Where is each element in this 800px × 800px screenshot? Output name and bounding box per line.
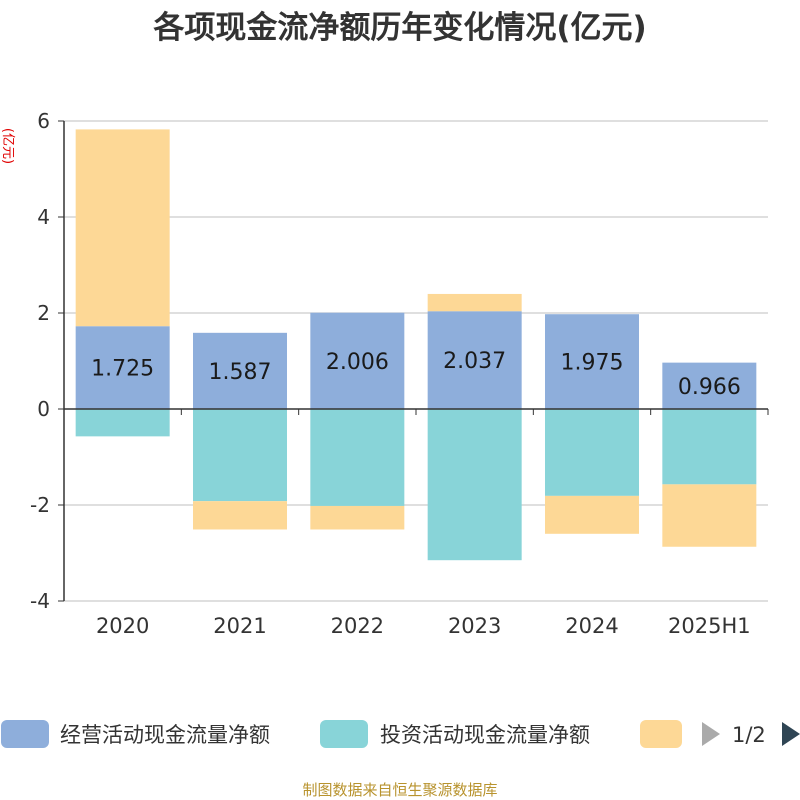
x-tick-label: 2025H1 [668, 614, 751, 638]
axes-group [63, 121, 769, 601]
bar-segment-series-0[interactable] [545, 314, 639, 409]
data-labels: 1.725 1.587 2.006 2.037 1.975 0.966 [91, 349, 741, 400]
bar-segment-series-2[interactable] [310, 505, 405, 530]
legend-page-indicator: 1/2 [732, 723, 766, 747]
legend-next-page-icon[interactable] [782, 722, 800, 746]
y-tick-label: 6 [37, 109, 50, 133]
data-label: 2.006 [326, 350, 389, 375]
bar-segment-series-1[interactable] [662, 409, 757, 485]
bar-segment-series-1[interactable] [75, 409, 170, 437]
x-tick-label: 2022 [331, 614, 384, 638]
y-tick-label: -4 [30, 589, 50, 613]
data-label: 1.975 [561, 351, 624, 376]
y-axis-unit-label: (亿元) [0, 128, 15, 164]
y-tick-label: 4 [37, 205, 50, 229]
bar-segment-series-0[interactable] [75, 326, 170, 409]
data-label: 0.966 [678, 375, 741, 400]
bar-segment-series-0[interactable] [310, 312, 405, 409]
x-tick-label: 2021 [213, 614, 266, 638]
bar-segment-series-1[interactable] [545, 409, 639, 496]
y-tick-label: 0 [37, 397, 50, 421]
bar-segment-series-2[interactable] [427, 293, 522, 312]
x-tick-labels: 2020 2021 2022 2023 2024 2025H1 [96, 614, 751, 638]
legend-prev-page-icon[interactable] [702, 722, 720, 746]
data-label: 1.725 [91, 357, 154, 382]
bar-segment-series-0[interactable] [662, 362, 757, 409]
legend-label-operating[interactable]: 经营活动现金流量净额 [60, 723, 270, 747]
y-tick-label: 2 [37, 301, 50, 325]
legend-swatch-operating[interactable] [1, 720, 49, 748]
legend: 经营活动现金流量净额 投资活动现金流量净额 1/2 [1, 720, 800, 748]
bar-segment-series-1[interactable] [427, 409, 522, 561]
bars-group [75, 129, 757, 561]
x-tick-label: 2024 [565, 614, 618, 638]
source-note: 制图数据来自恒生聚源数据库 [302, 781, 497, 799]
x-tick-label: 2020 [96, 614, 149, 638]
bar-segment-series-2[interactable] [193, 501, 287, 530]
x-tick-label: 2023 [448, 614, 501, 638]
legend-label-investing[interactable]: 投资活动现金流量净额 [380, 723, 590, 747]
bar-segment-series-0[interactable] [427, 311, 522, 409]
bar-segment-series-0[interactable] [193, 332, 287, 409]
data-label: 2.037 [443, 349, 506, 374]
bar-segment-series-1[interactable] [193, 409, 287, 502]
chart-title: 各项现金流净额历年变化情况(亿元) [152, 10, 646, 46]
bar-segment-series-2[interactable] [545, 495, 639, 534]
bar-segment-series-2[interactable] [75, 129, 170, 327]
grid-lines [58, 120, 768, 602]
data-label: 1.587 [209, 360, 272, 385]
bar-segment-series-2[interactable] [662, 484, 757, 547]
bar-segment-series-1[interactable] [310, 409, 405, 506]
legend-swatch-investing[interactable] [320, 720, 368, 748]
y-tick-label: -2 [30, 493, 50, 517]
y-tick-labels: 6 4 2 0 -2 -4 [30, 109, 50, 613]
legend-swatch-financing[interactable] [640, 720, 682, 748]
